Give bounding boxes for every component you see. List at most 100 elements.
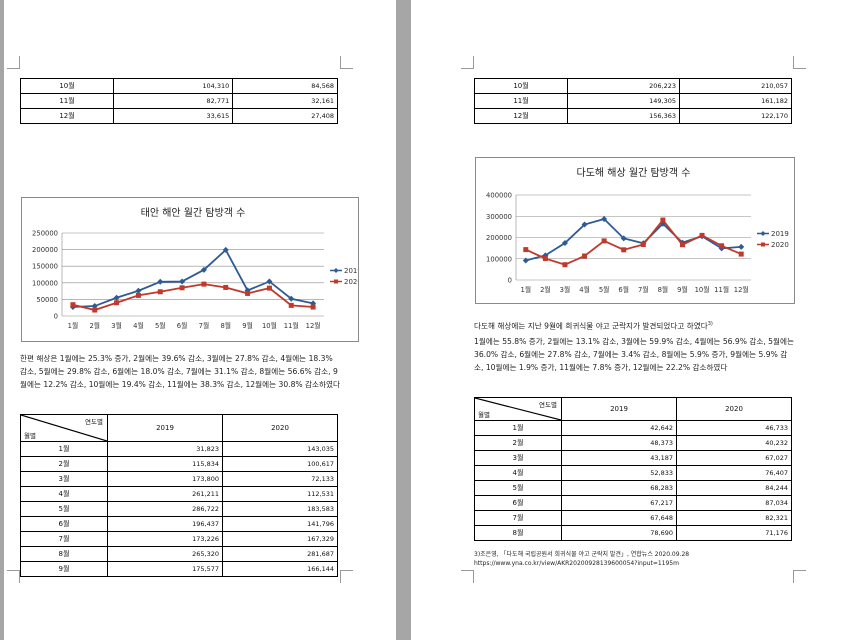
margin-corner-mark [461, 56, 474, 69]
y-tick-label: 0 [54, 313, 58, 321]
y-tick-label: 400000 [486, 192, 512, 200]
chart-dadohae: 다도해 해상 월간 탐방객 수 0 100000 200000 300000 400000… [475, 157, 795, 304]
table-row: 11월 82,771 32,161 [20, 93, 338, 109]
value-2020-cell: 84,568 [232, 78, 338, 94]
value-2019-cell: 173,800 [107, 471, 223, 487]
table-row: 7월 173,226 167,329 [20, 531, 338, 547]
table-row: 6월 196,437 141,796 [20, 516, 338, 532]
month-cell: 11월 [20, 93, 114, 109]
value-2020-cell: 27,408 [232, 108, 338, 124]
data-point-2019 [244, 287, 251, 294]
value-2020-cell: 84,244 [676, 480, 792, 496]
table-row: 3월 43,187 67,027 [474, 450, 792, 466]
value-2019-cell: 149,305 [567, 93, 680, 109]
line-chart-svg: 다도해 해상 월간 탐방객 수 0 100000 200000 300000 400000… [486, 166, 789, 294]
data-point-2019 [522, 257, 529, 264]
value-2020-cell: 161,182 [679, 93, 792, 109]
chart-title: 다도해 해상 월간 탐방객 수 [577, 166, 691, 179]
legend-marker [761, 242, 765, 247]
value-2020-cell: 87,034 [676, 495, 792, 511]
data-point-2020 [738, 251, 744, 257]
y-tick-label: 200000 [486, 234, 512, 242]
value-2020-cell: 166,144 [222, 561, 338, 577]
value-2019-cell: 48,373 [561, 435, 677, 451]
table-row: 11월 149,305 161,182 [474, 93, 792, 109]
legend-label-2020: 2020 [344, 278, 358, 286]
table-row: 6월 67,217 87,034 [474, 495, 792, 511]
value-2020-cell: 32,161 [232, 93, 338, 109]
month-cell: 10월 [474, 78, 568, 94]
value-2019-cell: 173,226 [107, 531, 223, 547]
month-cell: 12월 [474, 108, 568, 124]
series-line-2020 [525, 218, 742, 266]
month-cell: 1월 [20, 441, 108, 457]
footnote-citation: 3)조은영, 「다도해 국립공원서 희귀식물 야고 군락지 발견」, 연합뉴스 … [474, 551, 690, 558]
x-tick-label: 12월 [306, 321, 321, 330]
value-2020-cell: 281,687 [222, 546, 338, 562]
value-2020-cell: 143,035 [222, 441, 338, 457]
month-cell: 10월 [20, 78, 114, 94]
x-tick-label: 1월 [68, 321, 79, 330]
data-point-2020 [266, 285, 272, 291]
month-cell: 3월 [20, 471, 108, 487]
value-2019-cell: 31,823 [107, 441, 223, 457]
table-row: 7월 67,648 82,321 [474, 510, 792, 526]
data-point-2019 [542, 252, 549, 259]
value-2019-cell: 261,211 [107, 486, 223, 502]
y-tick-label: 300000 [486, 213, 512, 221]
margin-corner-mark [7, 56, 20, 69]
footnote-url: https://www.yna.co.kr/view/AKR2020092813… [474, 560, 679, 567]
value-2019-cell: 156,363 [567, 108, 680, 124]
table-row: 4월 261,211 112,531 [20, 486, 338, 502]
month-cell: 4월 [474, 465, 562, 481]
value-2019-cell: 42,642 [561, 420, 677, 436]
data-point-2020 [562, 262, 568, 268]
x-tick-label: 11월 [714, 285, 729, 294]
data-point-2019 [200, 266, 207, 273]
value-2020-cell: 167,329 [222, 531, 338, 547]
column-header-2020: 2020 [676, 397, 792, 421]
body-paragraph: 한편 해상은 1월에는 25.3% 증가, 2월에는 39.6% 감소, 3월에… [20, 354, 340, 389]
body-paragraph: 1월에는 55.8% 증가, 2월에는 13.1% 감소, 3월에는 59.9%… [474, 337, 794, 372]
legend-marker [334, 279, 338, 284]
visitor-table: 연도별 월별 2019 2020 1월 31,823 143,035 2월 115,83… [20, 414, 338, 577]
x-tick-label: 10월 [695, 285, 710, 294]
data-point-2019 [91, 303, 98, 310]
month-cell: 11월 [474, 93, 568, 109]
month-cell: 9월 [20, 561, 108, 577]
table-row: 1월 31,823 143,035 [20, 441, 338, 457]
table-row: 5월 286,722 183,583 [20, 501, 338, 517]
header-year-label: 연도별 [85, 418, 103, 426]
data-point-2019 [581, 221, 588, 228]
value-2019-cell: 115,834 [107, 456, 223, 472]
value-2019-cell: 67,648 [561, 510, 677, 526]
header-year-label: 연도별 [539, 401, 557, 409]
x-tick-label: 7월 [199, 321, 210, 330]
month-cell: 7월 [474, 510, 562, 526]
x-tick-label: 5월 [155, 321, 166, 330]
value-2020-cell: 112,531 [222, 486, 338, 502]
x-tick-label: 9월 [242, 321, 253, 330]
x-tick-label: 6월 [618, 285, 629, 294]
month-cell: 5월 [474, 480, 562, 496]
value-2020-cell: 122,170 [679, 108, 792, 124]
value-2020-cell: 183,583 [222, 501, 338, 517]
legend-marker [333, 268, 339, 273]
value-2020-cell: 210,057 [679, 78, 792, 94]
data-point-2020 [179, 285, 185, 291]
x-tick-label: 11월 [284, 321, 299, 330]
series-line-2019 [72, 248, 314, 308]
table-row: 2월 115,834 100,617 [20, 456, 338, 472]
table-row: 1월 42,642 46,733 [474, 420, 792, 436]
header-month-label: 월별 [478, 411, 490, 419]
value-2019-cell: 265,320 [107, 546, 223, 562]
table-row: 5월 68,283 84,244 [474, 480, 792, 496]
body-sentence: 다도해 해상에는 지난 9월에 희귀식물 야고 군락지가 발견되었다고 하였다3… [474, 318, 796, 333]
month-cell: 12월 [20, 108, 114, 124]
value-2020-cell: 72,133 [222, 471, 338, 487]
value-2019-cell: 286,722 [107, 501, 223, 517]
column-header-2019: 2019 [561, 397, 677, 421]
header-month-label: 월별 [24, 432, 36, 440]
visitor-table: 연도별 월별 2019 2020 1월 42,642 46,733 2월 48,373 4… [474, 397, 792, 541]
y-tick-label: 200000 [32, 246, 58, 254]
